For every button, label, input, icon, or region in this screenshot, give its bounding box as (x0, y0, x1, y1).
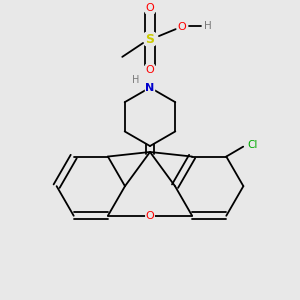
Text: H: H (132, 75, 140, 85)
Text: O: O (146, 211, 154, 221)
Text: Cl: Cl (247, 140, 257, 150)
Text: O: O (177, 22, 186, 32)
Text: N: N (146, 82, 154, 93)
Text: O: O (146, 65, 154, 75)
Text: S: S (146, 32, 154, 46)
Text: O: O (146, 3, 154, 13)
Text: H: H (204, 21, 211, 31)
